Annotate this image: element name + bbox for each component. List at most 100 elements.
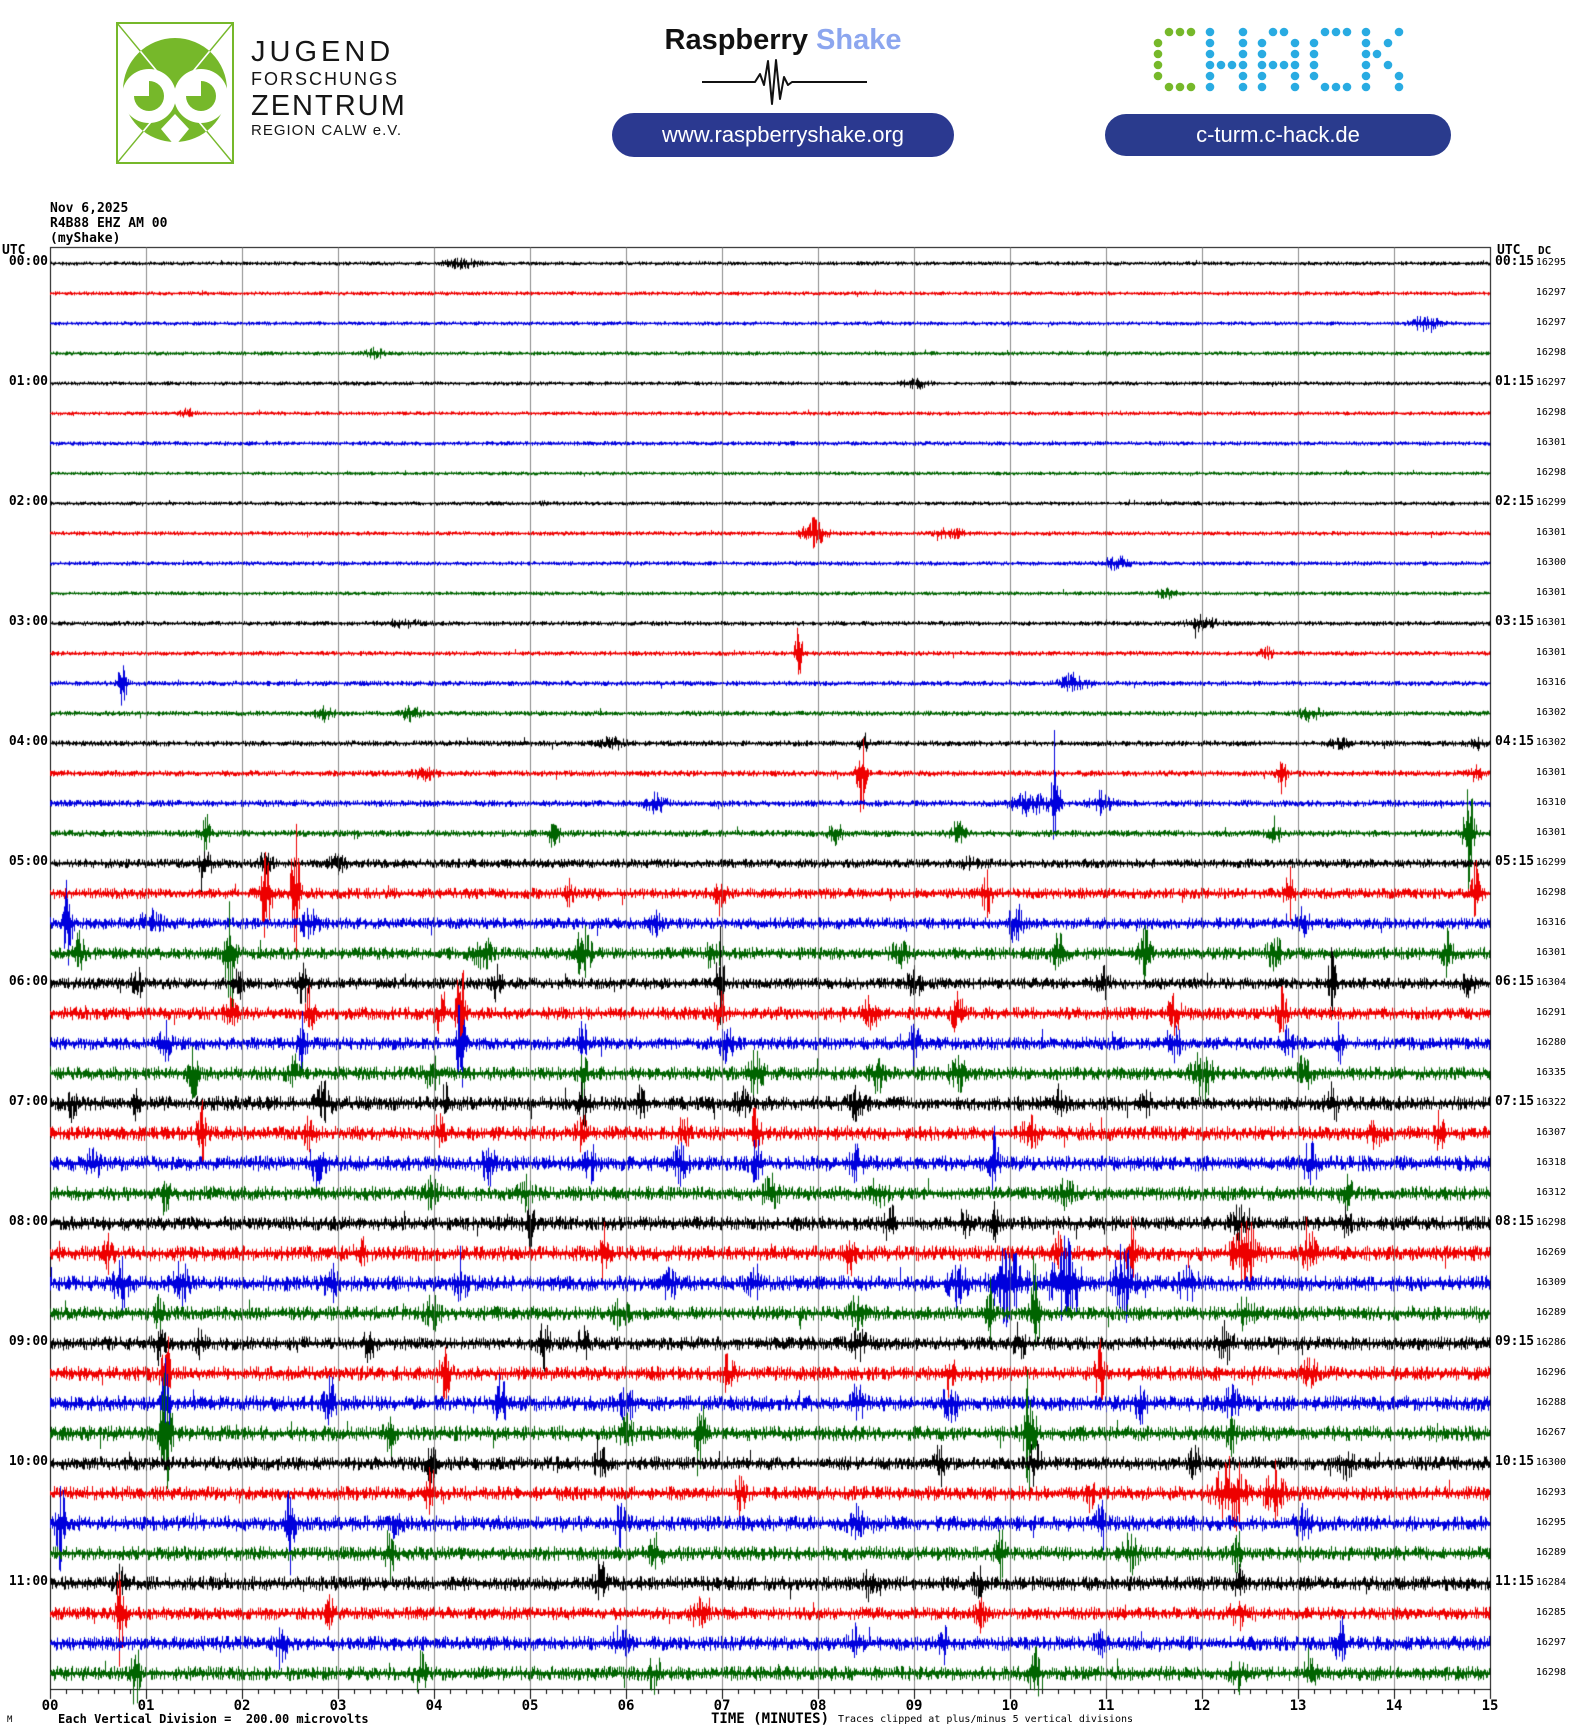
hour-label-left: 06:00 [8,974,48,989]
dc-value: 16301 [1535,647,1566,658]
hour-label-left: 10:00 [8,1454,48,1469]
dc-value: 16280 [1535,1037,1566,1048]
utc-label-right: UTC [1497,243,1521,258]
hour-label-left: 03:00 [8,614,48,629]
hour-label-left: 01:00 [8,374,48,389]
dc-value: 16300 [1535,1457,1566,1468]
dc-value: 16284 [1535,1577,1566,1588]
hour-label-right: 01:15 [1495,374,1535,389]
clipping-note: Traces clipped at plus/minus 5 vertical … [838,1714,1134,1725]
dc-value: 16301 [1535,437,1566,448]
dc-value: 16289 [1535,1547,1566,1558]
dc-value: 16285 [1535,1607,1566,1618]
hour-label-left: 07:00 [8,1094,48,1109]
x-axis-title: TIME (MINUTES) [711,1711,830,1727]
hour-label-right: 05:15 [1495,854,1535,869]
hour-label-left: 05:00 [8,854,48,869]
dc-value: 16298 [1535,1667,1566,1678]
plot-date: Nov 6,2025 [50,201,129,216]
dc-value: 16295 [1535,257,1566,268]
x-tick-label: 09 [905,1698,923,1714]
jfz-wordmark: JUGEND FORSCHUNGS ZENTRUM REGION CALW e.… [251,36,407,141]
dc-value: 16301 [1535,617,1566,628]
hour-label-right: 06:15 [1495,974,1535,989]
jfz-line4: REGION CALW e.V. [251,122,403,139]
dc-value: 16309 [1535,1277,1566,1288]
jfz-line2: FORSCHUNGS [251,69,400,89]
dc-value: 16298 [1535,347,1566,358]
hour-label-right: 02:15 [1495,494,1535,509]
dc-value: 16295 [1535,1517,1566,1528]
dc-value: 16293 [1535,1487,1566,1498]
x-tick-label: 07 [713,1698,731,1714]
dc-value: 16301 [1535,527,1566,538]
dc-value: 16318 [1535,1157,1566,1168]
dc-value: 16301 [1535,767,1566,778]
dc-column-header: DC [1538,244,1552,257]
dc-value: 16322 [1535,1097,1566,1108]
hour-label-left: 08:00 [8,1214,48,1229]
plot-network-note: (myShake) [50,231,121,246]
dc-value: 16302 [1535,737,1566,748]
raspberryshake-url-pill[interactable]: www.raspberryshake.org [612,113,954,157]
dc-value: 16297 [1535,287,1566,298]
chack-url-pill[interactable]: c-turm.c-hack.de [1105,114,1451,156]
raspberry-text: Raspberry [664,24,808,56]
dc-value: 16291 [1535,1007,1566,1018]
hour-label-right: 10:15 [1495,1454,1535,1469]
x-tick-label: 06 [617,1698,635,1714]
hour-label-left: 04:00 [8,734,48,749]
jfz-line3: ZENTRUM [251,90,407,122]
dc-value: 16301 [1535,827,1566,838]
x-tick-label: 04 [425,1698,443,1714]
dc-value: 16286 [1535,1337,1566,1348]
x-tick-label: 15 [1481,1698,1499,1714]
seismic-wave-icon [702,59,867,105]
hour-label-right: 04:15 [1495,734,1535,749]
x-tick-label: 12 [1193,1698,1211,1714]
shake-text: Shake [816,24,902,56]
hour-label-right: 03:15 [1495,614,1535,629]
hour-label-left: 11:00 [8,1574,48,1589]
dc-value: 16304 [1535,977,1566,988]
dc-value: 16307 [1535,1127,1566,1138]
dc-value: 16297 [1535,377,1566,388]
hour-label-right: 07:15 [1495,1094,1535,1109]
raspberryshake-url: www.raspberryshake.org [661,122,905,147]
dc-value: 16301 [1535,947,1566,958]
hour-label-right: 08:15 [1495,1214,1535,1229]
x-tick-label: 01 [137,1698,155,1714]
dc-value: 16301 [1535,587,1566,598]
dc-value: 16298 [1535,1217,1566,1228]
dc-value: 16296 [1535,1367,1566,1378]
vertical-division-note: Each Vertical Division = 200.00 microvol… [58,1712,369,1726]
hour-label-left: 02:00 [8,494,48,509]
hour-label-right: 09:15 [1495,1334,1535,1349]
dc-value: 16299 [1535,857,1566,868]
dc-value: 16310 [1535,797,1566,808]
plot-station-id: R4B88 EHZ AM 00 [50,216,168,231]
x-tick-label: 08 [809,1698,827,1714]
dc-value: 16312 [1535,1187,1566,1198]
dc-value: 16297 [1535,1637,1566,1648]
dc-value: 16316 [1535,677,1566,688]
dc-value: 16267 [1535,1427,1566,1438]
corner-glyph: M [7,1715,13,1725]
dc-value: 16299 [1535,497,1566,508]
dc-value: 16289 [1535,1307,1566,1318]
jfz-line1: JUGEND [251,36,395,68]
jugendforschungszentrum-owl-logo [116,22,234,164]
x-tick-label: 00 [41,1698,59,1714]
dc-value: 16298 [1535,887,1566,898]
chack-url: c-turm.c-hack.de [1196,122,1360,147]
hour-label-left: 09:00 [8,1334,48,1349]
utc-label-left: UTC [2,243,26,258]
x-tick-label: 10 [1001,1698,1019,1714]
chack-dotted-logo [1153,27,1404,92]
hour-label-right: 11:15 [1495,1574,1535,1589]
dc-value: 16335 [1535,1067,1566,1078]
x-tick-label: 13 [1289,1698,1307,1714]
x-tick-label: 05 [521,1698,539,1714]
